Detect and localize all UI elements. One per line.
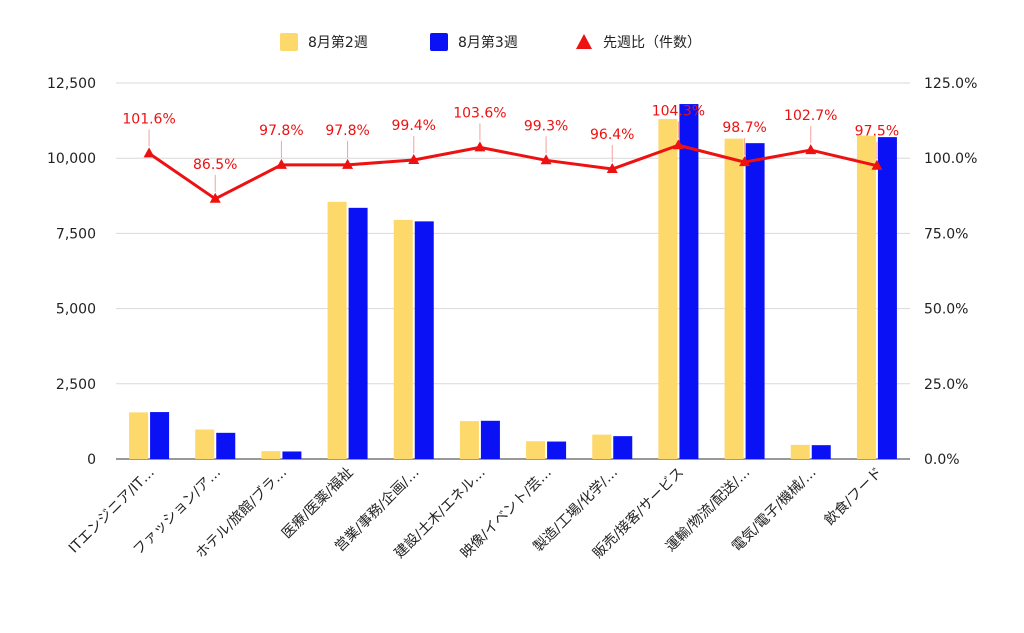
- legend: 8月第2週 8月第3週 先週比（件数）: [280, 33, 701, 51]
- category-label: 飲食/フード: [821, 464, 886, 529]
- bar-week3: [480, 420, 500, 459]
- ratio-point: [408, 154, 420, 165]
- left-tick-label: 2,500: [56, 377, 96, 393]
- bar-week3: [679, 104, 699, 459]
- left-axis: 0 2,500 5,000 7,500 10,000 12,500: [47, 76, 96, 468]
- ratio-point: [606, 163, 618, 174]
- ratio-point: [474, 141, 486, 152]
- bar-week3: [414, 221, 434, 459]
- bar-week3: [282, 451, 302, 459]
- ratio-point: [275, 158, 287, 169]
- bar-week2: [261, 451, 281, 459]
- bar-week2: [393, 219, 413, 459]
- ratio-line-path: [148, 143, 878, 201]
- left-tick-label: 12,500: [47, 76, 96, 92]
- ratio-label: 97.8%: [325, 123, 369, 139]
- ratio-point: [540, 154, 552, 165]
- ratio-point: [672, 139, 684, 150]
- legend-swatch: [280, 33, 298, 51]
- bar-week3: [745, 143, 765, 459]
- left-tick-label: 5,000: [56, 302, 96, 318]
- legend-label: 8月第3週: [458, 34, 518, 51]
- legend-label: 8月第2週: [308, 34, 368, 51]
- ratio-label: 86.5%: [193, 157, 237, 173]
- right-tick-label: 50.0%: [924, 302, 968, 318]
- ratio-label: 97.5%: [855, 124, 899, 140]
- bar-week3: [811, 445, 831, 459]
- bar-week2: [856, 135, 876, 459]
- legend-swatch: [576, 34, 592, 49]
- ratio-point: [739, 156, 751, 167]
- bar-week2: [459, 421, 479, 459]
- ratio-label: 103.6%: [453, 105, 506, 121]
- bar-week3: [348, 207, 368, 459]
- bar-week2: [592, 434, 612, 459]
- ratio-point: [143, 147, 155, 158]
- bar-week2: [526, 441, 546, 459]
- bar-week2: [724, 138, 744, 459]
- ratio-label: 104.3%: [652, 103, 705, 119]
- bar-week2: [327, 201, 347, 460]
- right-tick-label: 25.0%: [924, 377, 968, 393]
- right-tick-label: 125.0%: [924, 76, 977, 92]
- legend-label: 先週比（件数）: [603, 35, 701, 51]
- ratio-label: 96.4%: [590, 127, 634, 143]
- ratio-point: [805, 144, 817, 155]
- ratio-label: 99.3%: [524, 118, 568, 134]
- left-tick-label: 0: [87, 452, 96, 468]
- bars: [129, 104, 897, 460]
- ratio-label: 101.6%: [122, 111, 175, 127]
- bar-week3: [877, 137, 897, 460]
- left-tick-label: 7,500: [56, 226, 96, 242]
- bar-week3: [216, 432, 236, 459]
- ratio-label: 97.8%: [259, 123, 303, 139]
- bar-week2: [129, 412, 149, 459]
- ratio-point: [209, 192, 221, 203]
- ratio-label: 102.7%: [784, 108, 837, 124]
- right-tick-label: 0.0%: [924, 452, 960, 468]
- right-tick-label: 75.0%: [924, 226, 968, 242]
- bar-week2: [790, 444, 810, 459]
- right-tick-label: 100.0%: [924, 151, 977, 167]
- bar-week3: [150, 412, 170, 459]
- right-axis: 0.0% 25.0% 50.0% 75.0% 100.0% 125.0%: [924, 76, 977, 468]
- ratio-point: [871, 159, 883, 170]
- ratio-line: 101.6% 86.5% 97.8% 97.8% 99.4% 103.6% 99.3% 96.…: [122, 103, 899, 203]
- bar-week2: [195, 429, 215, 459]
- ratio-point: [342, 158, 354, 169]
- bar-week3: [547, 441, 567, 459]
- gridlines: [116, 82, 910, 460]
- left-tick-label: 10,000: [47, 151, 96, 167]
- category-labels: ITエンジニア/IT…ファッション/ア…ホテル/旅館/ブラ…医療/医薬/福祉営業…: [66, 464, 886, 562]
- bar-week3: [613, 436, 633, 459]
- bar-week2: [658, 119, 678, 459]
- ratio-label: 99.4%: [392, 118, 436, 134]
- legend-swatch: [430, 33, 448, 51]
- ratio-label: 98.7%: [722, 120, 766, 136]
